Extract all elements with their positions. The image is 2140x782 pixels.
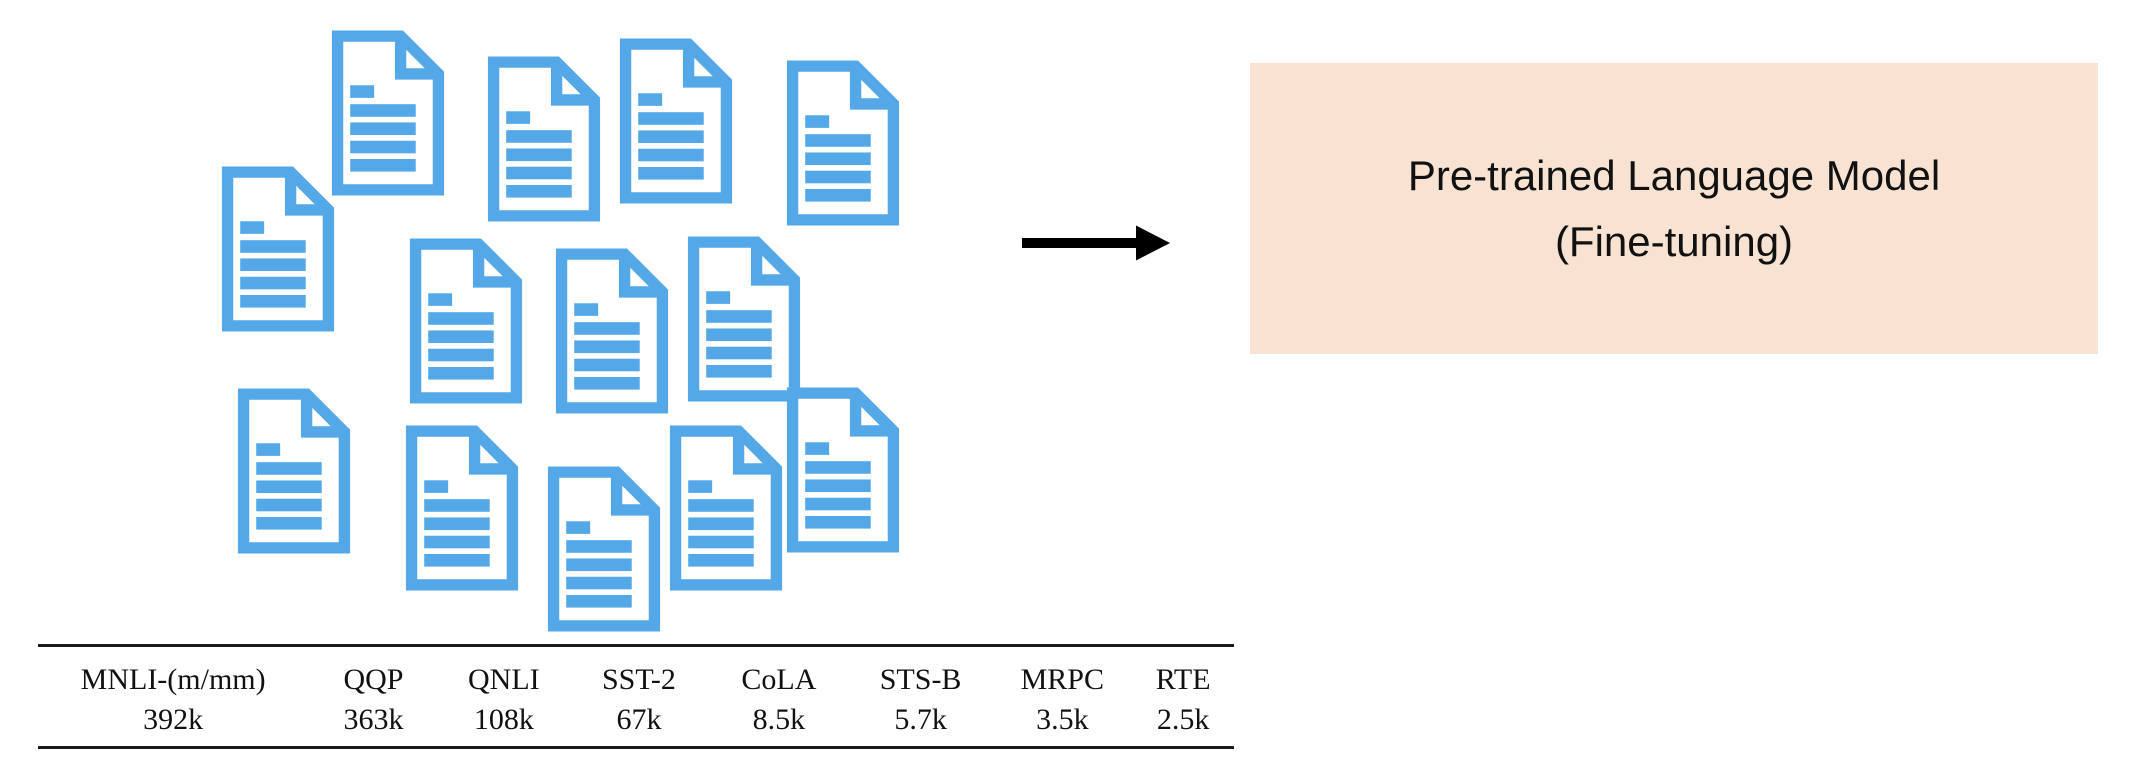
table-value-cell: 67k bbox=[616, 703, 662, 736]
table-header-cell: QQP bbox=[343, 663, 404, 696]
table-value-cell: 8.5k bbox=[752, 703, 806, 736]
document-icon bbox=[687, 236, 801, 402]
table-header-cell: CoLA bbox=[741, 663, 817, 696]
document-icon bbox=[409, 238, 523, 404]
table-size-row: 392k 363k 108k 67k 8.5k 5.7k 3.5k 2.5k bbox=[38, 703, 1234, 748]
table-value-cell: 2.5k bbox=[1156, 703, 1210, 736]
table-value-cell: 363k bbox=[343, 703, 404, 736]
table-header-cell: STS-B bbox=[879, 663, 962, 696]
pretrained-model-box: Pre-trained Language Model (Fine-tuning) bbox=[1250, 63, 2098, 354]
document-icon bbox=[786, 387, 900, 553]
table-header-cell: SST-2 bbox=[601, 663, 676, 696]
document-icon bbox=[786, 60, 900, 226]
table-value-cell: 5.7k bbox=[894, 703, 947, 736]
model-box-subtitle: (Fine-tuning) bbox=[1554, 217, 1794, 265]
table-value-cell: 108k bbox=[473, 703, 534, 736]
document-icon bbox=[487, 56, 601, 222]
document-icon bbox=[237, 388, 351, 554]
table-header-cell: QNLI bbox=[467, 663, 540, 696]
table-header-cell: RTE bbox=[1155, 663, 1211, 696]
document-icon bbox=[555, 248, 669, 414]
table-value-cell: 3.5k bbox=[1036, 703, 1089, 736]
arrow-right-icon bbox=[1022, 225, 1170, 261]
table-header-cell: MNLI-(m/mm) bbox=[80, 663, 266, 696]
document-icon bbox=[669, 425, 783, 591]
document-icon bbox=[619, 38, 733, 204]
glue-datasets-table: MNLI-(m/mm) QQP QNLI SST-2 CoLA STS-B MR… bbox=[38, 644, 1234, 749]
document-icon bbox=[221, 166, 335, 332]
document-icon bbox=[547, 466, 661, 632]
table-header-row: MNLI-(m/mm) QQP QNLI SST-2 CoLA STS-B MR… bbox=[38, 646, 1234, 704]
table-value-cell: 392k bbox=[143, 703, 204, 736]
document-icon bbox=[405, 425, 519, 591]
model-box-title: Pre-trained Language Model bbox=[1407, 152, 1941, 200]
table-header-cell: MRPC bbox=[1020, 663, 1105, 696]
document-icon bbox=[331, 30, 445, 196]
